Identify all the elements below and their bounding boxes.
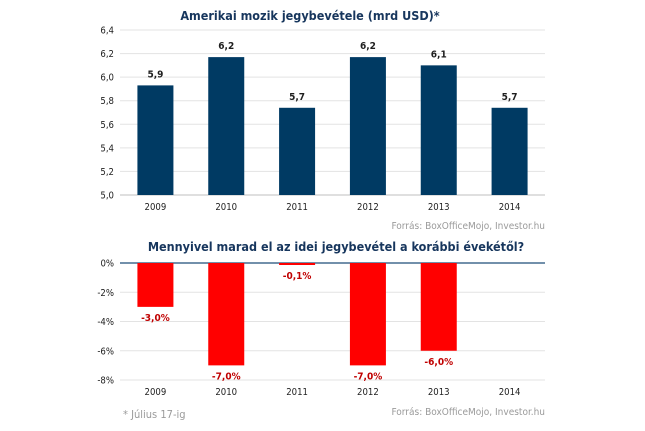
data-label: 5,9 [147, 69, 163, 80]
y-tick-label: 6,4 [100, 26, 114, 37]
y-tick-label: 5,8 [100, 96, 114, 107]
x-tick-label: 2014 [499, 387, 521, 398]
revenue-y-axis: 5,0 5,2 5,4 5,6 5,8 6,0 6,2 6,4 [100, 26, 114, 202]
x-tick-label: 2011 [286, 202, 308, 213]
y-tick-label: 5,4 [100, 143, 114, 154]
data-label: -3,0% [141, 313, 170, 324]
y-tick-label: 5,2 [100, 167, 114, 178]
shortfall-bars: -3,0% -7,0% -0,1% -7,0% -6,0% [137, 263, 457, 382]
bar [279, 107, 316, 195]
y-tick-label: -6% [97, 346, 114, 357]
y-tick-label: 6,0 [100, 73, 114, 84]
data-label: -0,1% [283, 271, 312, 282]
x-tick-label: 2013 [428, 202, 450, 213]
x-tick-label: 2011 [286, 387, 308, 398]
x-tick-label: 2014 [499, 202, 521, 213]
data-label: 5,7 [502, 92, 518, 103]
shortfall-y-axis: 0% -2% -4% -6% -8% [97, 259, 114, 387]
y-tick-label: 0% [100, 259, 114, 270]
revenue-gridlines [120, 29, 545, 196]
bar [137, 85, 174, 195]
revenue-chart: Amerikai mozik jegybevétele (mrd USD)* 5… [100, 8, 545, 232]
y-tick-label: -8% [97, 376, 114, 387]
y-tick-label: -4% [97, 317, 114, 328]
revenue-source: Forrás: BoxOfficeMojo, Investor.hu [391, 220, 545, 232]
data-label: 6,1 [431, 49, 447, 60]
shortfall-gridlines [120, 262, 545, 381]
bar [491, 107, 528, 195]
bar [420, 65, 457, 195]
data-label: 6,2 [360, 41, 376, 52]
x-tick-label: 2012 [357, 387, 379, 398]
y-tick-label: 5,6 [100, 120, 114, 131]
data-label: -6,0% [424, 357, 453, 368]
x-tick-label: 2009 [145, 202, 167, 213]
shortfall-chart-title: Mennyivel marad el az idei jegybevétel a… [148, 239, 524, 254]
shortfall-x-axis: 2009 2010 2011 2012 2013 2014 [145, 387, 521, 398]
data-label: 6,2 [218, 41, 234, 52]
x-tick-label: 2010 [215, 202, 237, 213]
revenue-chart-title: Amerikai mozik jegybevétele (mrd USD)* [180, 8, 439, 23]
footnote: * Július 17-ig [123, 408, 186, 421]
bar [137, 263, 174, 307]
x-tick-label: 2009 [145, 387, 167, 398]
y-tick-label: -2% [97, 288, 114, 299]
bar [279, 263, 316, 265]
y-tick-label: 6,2 [100, 49, 114, 60]
revenue-x-axis: 2009 2010 2011 2012 2013 2014 [145, 202, 521, 213]
x-tick-label: 2012 [357, 202, 379, 213]
bar [208, 57, 245, 195]
shortfall-source: Forrás: BoxOfficeMojo, Investor.hu [391, 406, 545, 418]
data-label: 5,7 [289, 92, 305, 103]
revenue-bars: 5,9 6,2 5,7 6,2 6,1 5,7 [137, 41, 528, 195]
bar [420, 263, 457, 351]
shortfall-chart: Mennyivel marad el az idei jegybevétel a… [97, 239, 545, 418]
data-label: -7,0% [354, 371, 383, 382]
x-tick-label: 2010 [215, 387, 237, 398]
x-tick-label: 2013 [428, 387, 450, 398]
bar [349, 263, 386, 366]
data-label: -7,0% [212, 371, 241, 382]
bar [349, 57, 386, 195]
y-tick-label: 5,0 [100, 191, 114, 202]
bar [208, 263, 245, 366]
